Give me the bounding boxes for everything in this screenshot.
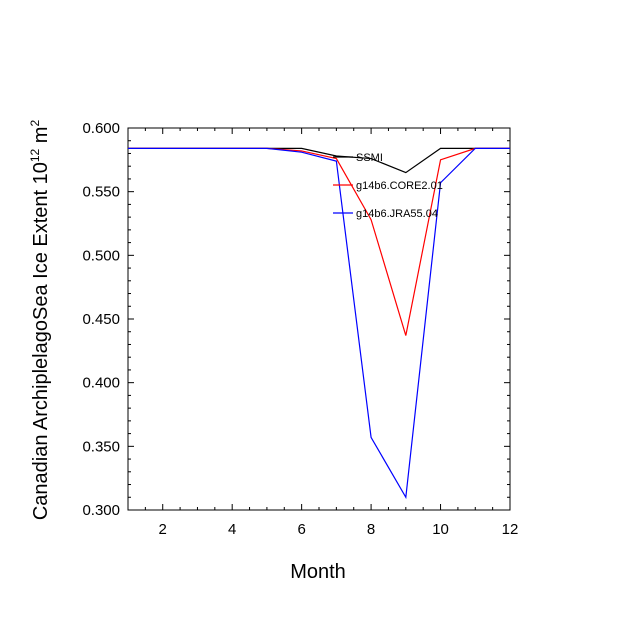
legend: SSMI g14b6.CORE2.01 g14b6.JRA55.04 xyxy=(333,152,443,220)
x-tick-label: 2 xyxy=(159,521,167,538)
y-axis-title-main: Canadian ArchiplelagoSea Ice Extent 10 xyxy=(30,162,52,520)
y-axis-title-unit: m xyxy=(30,127,52,144)
plot-frame xyxy=(127,127,511,511)
axis-ticks: 2 4 6 8 10 12 0.300 0.350 0.400 0.450 0.500 0.550 0.… xyxy=(82,120,518,538)
legend-label-3: g14b6.JRA55.04 xyxy=(356,208,438,220)
series-line-3 xyxy=(128,147,510,500)
y-tick-label: 0.300 xyxy=(82,502,120,519)
y-tick-label: 0.550 xyxy=(82,184,120,201)
legend-label-1: SSMI xyxy=(356,152,383,164)
y-tick-label: 0.600 xyxy=(82,120,120,137)
y-axis-title-unit-exponent: 2 xyxy=(28,120,42,127)
x-axis-title: Month xyxy=(290,561,346,583)
series-lines xyxy=(128,147,510,500)
x-tick-label: 8 xyxy=(367,521,375,538)
x-tick-label: 4 xyxy=(228,521,236,538)
y-tick-label: 0.400 xyxy=(82,375,120,392)
y-tick-label: 0.500 xyxy=(82,247,120,264)
y-tick-label: 0.350 xyxy=(82,438,120,455)
y-axis-title-exponent: 12 xyxy=(28,148,42,162)
plot-area xyxy=(127,127,511,511)
legend-label-2: g14b6.CORE2.01 xyxy=(356,180,443,192)
series-line-2 xyxy=(128,147,510,336)
x-tick-label: 10 xyxy=(432,521,449,538)
y-tick-label: 0.450 xyxy=(82,311,120,328)
y-axis-title: Canadian ArchiplelagoSea Ice Extent 1012… xyxy=(28,120,52,521)
x-tick-label: 6 xyxy=(297,521,305,538)
x-tick-label: 12 xyxy=(502,521,519,538)
series-line-1 xyxy=(128,147,510,174)
